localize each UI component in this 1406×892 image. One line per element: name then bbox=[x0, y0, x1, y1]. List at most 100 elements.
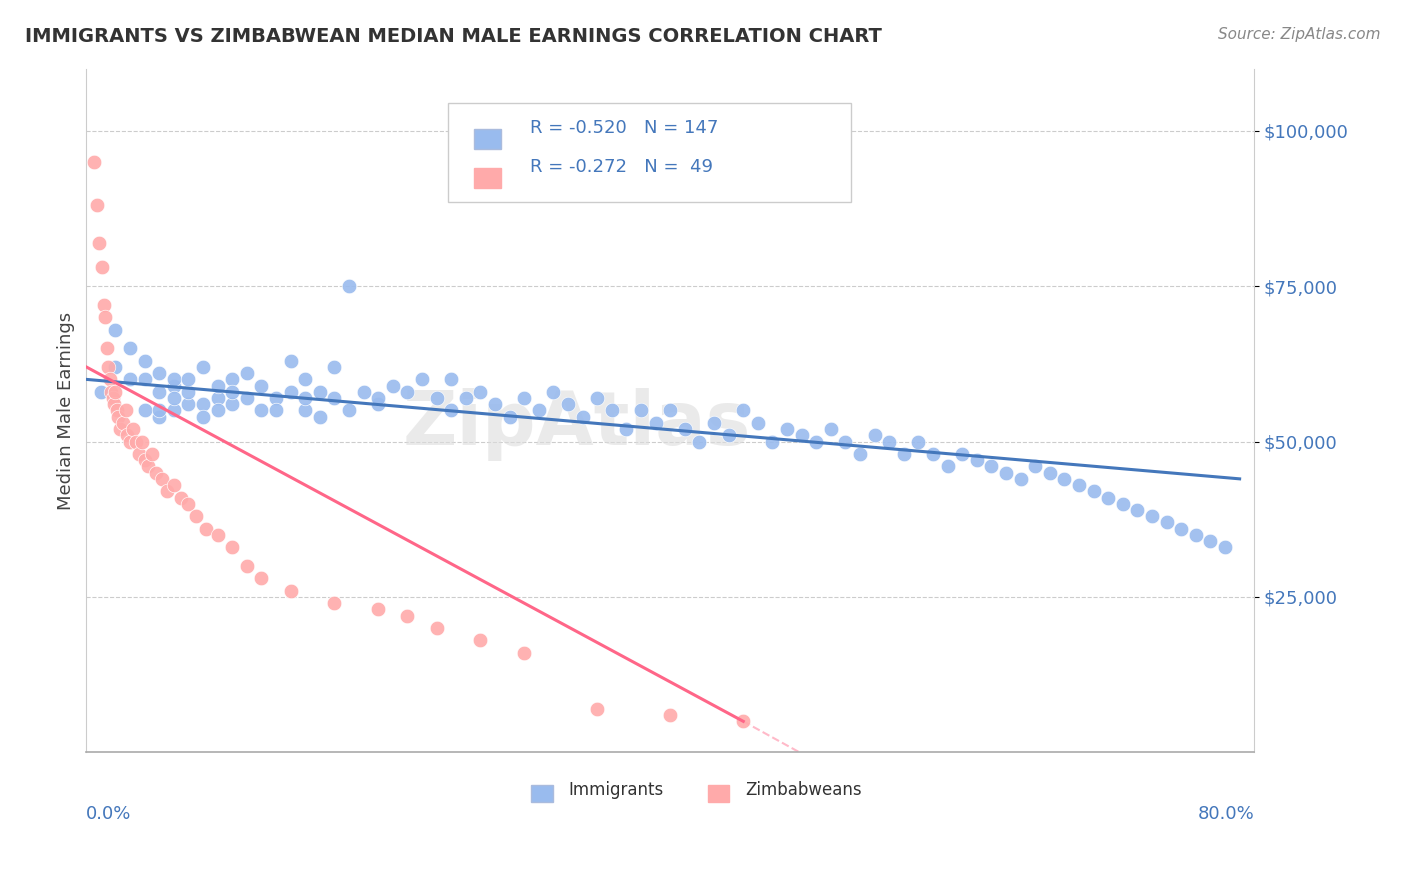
Point bbox=[1053, 472, 1076, 486]
Point bbox=[163, 391, 186, 405]
Point bbox=[134, 372, 156, 386]
Point bbox=[280, 353, 302, 368]
Point bbox=[141, 447, 163, 461]
Point bbox=[145, 466, 167, 480]
Point bbox=[93, 298, 115, 312]
Point bbox=[250, 403, 273, 417]
Point bbox=[89, 235, 111, 250]
Point bbox=[1083, 484, 1105, 499]
Point bbox=[1140, 509, 1163, 524]
Point bbox=[177, 384, 200, 399]
Point bbox=[163, 378, 186, 392]
Point bbox=[101, 391, 124, 405]
Point bbox=[94, 310, 117, 325]
Point bbox=[543, 384, 565, 399]
Point bbox=[207, 391, 229, 405]
Point bbox=[115, 428, 138, 442]
Point bbox=[673, 422, 696, 436]
Point bbox=[688, 434, 710, 449]
Point bbox=[97, 359, 120, 374]
Point bbox=[1185, 528, 1208, 542]
Point bbox=[134, 353, 156, 368]
Point bbox=[309, 384, 332, 399]
Point bbox=[111, 416, 134, 430]
Point bbox=[148, 409, 170, 424]
Text: Immigrants: Immigrants bbox=[568, 781, 664, 799]
Point bbox=[1024, 459, 1046, 474]
Point bbox=[207, 403, 229, 417]
Point bbox=[733, 403, 755, 417]
Point bbox=[936, 459, 959, 474]
Point bbox=[1067, 478, 1090, 492]
Point bbox=[280, 583, 302, 598]
Point bbox=[236, 558, 259, 573]
Point bbox=[150, 472, 173, 486]
Point bbox=[191, 359, 214, 374]
Point bbox=[630, 403, 652, 417]
Point bbox=[122, 422, 145, 436]
Point bbox=[236, 366, 259, 380]
Text: Source: ZipAtlas.com: Source: ZipAtlas.com bbox=[1218, 27, 1381, 42]
Point bbox=[120, 434, 142, 449]
Point bbox=[280, 384, 302, 399]
Point bbox=[586, 702, 609, 716]
FancyBboxPatch shape bbox=[531, 785, 553, 802]
Point bbox=[294, 391, 316, 405]
Point bbox=[1039, 466, 1062, 480]
Point bbox=[659, 708, 682, 723]
Point bbox=[849, 447, 872, 461]
Point bbox=[323, 391, 346, 405]
Point bbox=[922, 447, 945, 461]
Point bbox=[513, 646, 536, 660]
Point bbox=[264, 403, 287, 417]
Point bbox=[294, 403, 316, 417]
Point bbox=[207, 378, 229, 392]
Point bbox=[527, 403, 550, 417]
Point bbox=[980, 459, 1002, 474]
Point bbox=[426, 391, 449, 405]
Point bbox=[877, 434, 900, 449]
Point bbox=[776, 422, 799, 436]
Point bbox=[1199, 534, 1222, 549]
Point bbox=[337, 403, 360, 417]
Point bbox=[221, 540, 243, 554]
Point bbox=[148, 366, 170, 380]
Point bbox=[907, 434, 929, 449]
Point bbox=[250, 378, 273, 392]
Point bbox=[294, 372, 316, 386]
Point bbox=[128, 447, 150, 461]
Point bbox=[104, 384, 127, 399]
Y-axis label: Median Male Earnings: Median Male Earnings bbox=[58, 311, 75, 509]
Point bbox=[966, 453, 988, 467]
Point bbox=[1097, 491, 1119, 505]
Point bbox=[470, 633, 492, 648]
Point bbox=[440, 372, 463, 386]
Point bbox=[1170, 522, 1192, 536]
Point bbox=[586, 391, 609, 405]
Point bbox=[440, 403, 463, 417]
Point bbox=[703, 416, 725, 430]
Point bbox=[1126, 503, 1149, 517]
Point bbox=[221, 397, 243, 411]
Text: R = -0.520   N = 147: R = -0.520 N = 147 bbox=[530, 119, 718, 137]
Point bbox=[177, 497, 200, 511]
Point bbox=[136, 459, 159, 474]
Point bbox=[454, 391, 477, 405]
Point bbox=[498, 409, 520, 424]
Point bbox=[367, 391, 389, 405]
Point bbox=[184, 509, 207, 524]
Point bbox=[367, 397, 389, 411]
Point bbox=[98, 372, 121, 386]
Point bbox=[103, 397, 125, 411]
Point bbox=[863, 428, 886, 442]
Point bbox=[163, 372, 186, 386]
FancyBboxPatch shape bbox=[474, 128, 501, 149]
Point bbox=[120, 341, 142, 355]
Point bbox=[221, 372, 243, 386]
Text: ZipAtlas: ZipAtlas bbox=[402, 388, 751, 460]
Point bbox=[1112, 497, 1135, 511]
Point bbox=[236, 391, 259, 405]
Point bbox=[163, 478, 186, 492]
Text: 0.0%: 0.0% bbox=[86, 805, 132, 823]
Point bbox=[264, 391, 287, 405]
